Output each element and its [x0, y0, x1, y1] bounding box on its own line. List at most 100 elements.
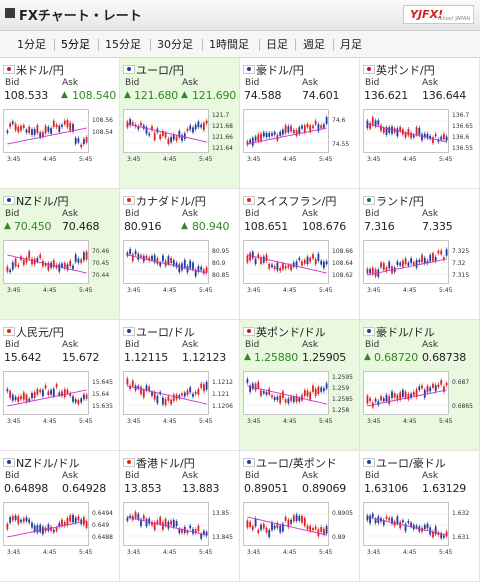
candle	[325, 526, 328, 534]
tab-5min[interactable]: 5分足	[61, 38, 90, 51]
candle	[200, 124, 203, 128]
currency-pair-link[interactable]: スイスフラン/円	[256, 195, 337, 208]
candle	[320, 260, 323, 265]
currency-pair-link[interactable]: NZドル/ドル	[16, 457, 80, 470]
tab-30min[interactable]: 30分足	[157, 38, 193, 51]
rate-card[interactable]: スイスフラン/円 Bid Ask 108.651 108.676 108.66 108.64…	[240, 189, 360, 320]
currency-pair-link[interactable]: カナダドル/円	[136, 195, 206, 208]
mini-chart[interactable]: 13.85 13.845 3:45 4:45 5:45	[123, 502, 235, 576]
candle	[440, 533, 443, 539]
candle	[6, 266, 9, 272]
candle	[437, 250, 440, 254]
tab-1min[interactable]: 1分足	[17, 38, 46, 51]
candle	[47, 263, 50, 271]
candle	[156, 395, 159, 404]
mini-chart[interactable]: 80.95 80.9 80.85 3:45 4:45 5:45	[123, 240, 235, 314]
tab-monthly[interactable]: 月足	[340, 38, 362, 51]
mini-chart[interactable]: 70.46 70.45 70.44 3:45 4:45 5:45	[3, 240, 115, 314]
candle	[421, 254, 423, 263]
rate-card[interactable]: 豪ドル/円 Bid Ask 74.588 74.601 74.6 74.55 3:45 4:45…	[240, 58, 360, 189]
bid-value: 74.588	[244, 89, 282, 102]
rate-card[interactable]: NZドル/円 Bid Ask 70.450 ▲ 70.468 70.46 70.45 70.44…	[0, 189, 120, 320]
mini-chart[interactable]: 1.2595 1.259 1.2585 1.258 3:45 4:45 5:45	[243, 371, 355, 445]
candle	[371, 267, 374, 274]
candle	[374, 398, 377, 402]
candlestick-chart	[243, 502, 329, 546]
mini-chart[interactable]: 1.1212 1.121 1.1206 3:45 4:45 5:45	[123, 371, 235, 445]
candle	[148, 518, 151, 524]
y-axis-tick-label: 108.66	[332, 248, 353, 255]
candlestick-chart	[363, 502, 449, 546]
currency-pair-link[interactable]: NZドル/円	[16, 195, 69, 208]
rate-card[interactable]: 英ポンド/ドル Bid Ask 1.25880 ▲ 1.25905 1.2595 1.259 1…	[240, 320, 360, 451]
candle	[205, 382, 208, 390]
mini-chart[interactable]: 108.66 108.64 108.62 3:45 4:45 5:45	[243, 240, 355, 314]
candle	[200, 266, 203, 271]
candle	[77, 400, 80, 405]
candle	[85, 251, 88, 260]
candle	[385, 127, 388, 135]
candle	[72, 396, 74, 402]
currency-pair-link[interactable]: 豪ドル/ドル	[376, 326, 435, 339]
mini-chart[interactable]: 0.6494 0.649 0.6488 3:45 4:45 5:45	[3, 502, 115, 576]
mini-chart[interactable]: 74.6 74.55 3:45 4:45 5:45	[243, 109, 355, 183]
currency-pair-link[interactable]: 米ドル/円	[16, 64, 64, 77]
rate-card[interactable]: 豪ドル/ドル Bid Ask 0.68720 ▲ 0.68738 0.687 0.6865 3:…	[360, 320, 480, 451]
currency-pair-link[interactable]: ランド/円	[376, 195, 424, 208]
y-axis-tick-label: 121.64	[212, 145, 233, 152]
candle	[36, 257, 39, 262]
mini-chart[interactable]: 108.56 108.54 3:45 4:45 5:45	[3, 109, 115, 183]
tab-daily[interactable]: 日足	[266, 38, 288, 51]
rate-card[interactable]: カナダドル/円 Bid Ask 80.916 80.940 ▲ 80.95 80.9 80.85…	[120, 189, 240, 320]
currency-pair-link[interactable]: 豪ドル/円	[256, 64, 304, 77]
tab-weekly[interactable]: 週足	[303, 38, 325, 51]
currency-pair-link[interactable]: ユーロ/英ポンド	[256, 457, 337, 470]
candle	[418, 386, 421, 390]
rate-card[interactable]: 香港ドル/円 Bid Ask 13.853 13.883 13.85 13.845 3:45 4…	[120, 451, 240, 582]
rate-card[interactable]: 英ポンド/円 Bid Ask 136.621 136.644 136.7 136.65 136…	[360, 58, 480, 189]
candle	[271, 395, 273, 398]
currency-pair-link[interactable]: ユーロ/ドル	[136, 326, 195, 339]
currency-pair-link[interactable]: ユーロ/円	[136, 64, 184, 77]
candle	[20, 396, 22, 400]
rate-card[interactable]: 米ドル/円 Bid Ask 108.533 108.540 ▲ 108.56 108.54 3:…	[0, 58, 120, 189]
mini-chart[interactable]: 136.7 136.65 136.6 136.55 3:45 4:45 5:45	[363, 109, 475, 183]
candle	[69, 515, 72, 522]
rate-card[interactable]: ユーロ/円 Bid Ask 121.680 ▲ 121.690 ▲ 121.7 121.68 12…	[120, 58, 240, 189]
currency-pair-link[interactable]: 英ポンド/円	[376, 64, 435, 77]
candle	[194, 529, 197, 534]
candle	[262, 256, 265, 263]
tab-15min[interactable]: 15分足	[105, 38, 141, 51]
rate-card[interactable]: ランド/円 Bid Ask 7.316 7.335 7.325 7.32 7.315 3:45 4…	[360, 189, 480, 320]
candle	[257, 254, 260, 258]
candle	[137, 126, 140, 130]
bid-value: 1.25880	[254, 351, 299, 364]
mini-chart[interactable]: 0.687 0.6865 3:45 4:45 5:45	[363, 371, 475, 445]
rate-card[interactable]: 人民元/円 Bid Ask 15.642 15.672 15.645 15.64 15.635…	[0, 320, 120, 451]
currency-pair-link[interactable]: 英ポンド/ドル	[256, 326, 326, 339]
moving-average-line	[127, 385, 207, 405]
candle	[42, 389, 44, 397]
candle	[39, 132, 42, 138]
ask-label: Ask	[182, 209, 199, 219]
tab-1hour[interactable]: 1時間足	[209, 38, 249, 51]
candle	[44, 263, 47, 266]
rate-card[interactable]: NZドル/ドル Bid Ask 0.64898 0.64928 0.6494 0.649 0.…	[0, 451, 120, 582]
ask-label: Ask	[302, 471, 319, 481]
rate-card[interactable]: ユーロ/ドル Bid Ask 1.12115 1.12123 1.1212 1.121 1.1…	[120, 320, 240, 451]
currency-pair-link[interactable]: 香港ドル/円	[136, 457, 195, 470]
currency-pair-link[interactable]: 人民元/円	[16, 326, 64, 339]
rate-card[interactable]: ユーロ/豪ドル Bid Ask 1.63106 1.63129 1.632 1.631 3:4…	[360, 451, 480, 582]
mini-chart[interactable]: 0.8905 0.89 3:45 4:45 5:45	[243, 502, 355, 576]
rate-card[interactable]: ユーロ/英ポンド Bid Ask 0.89051 0.89069 0.8905 0.89 3:…	[240, 451, 360, 582]
x-axis-tick-label: 3:45	[7, 287, 21, 294]
candle	[194, 269, 197, 277]
mini-chart[interactable]: 1.632 1.631 3:45 4:45 5:45	[363, 502, 475, 576]
mini-chart[interactable]: 15.645 15.64 15.635 3:45 4:45 5:45	[3, 371, 115, 445]
x-axis-tick-label: 5:45	[319, 549, 333, 556]
mini-chart[interactable]: 121.7 121.68 121.66 121.64 3:45 4:45 5:45	[123, 109, 235, 183]
currency-pair-link[interactable]: ユーロ/豪ドル	[376, 457, 446, 470]
mini-chart[interactable]: 7.325 7.32 7.315 3:45 4:45 5:45	[363, 240, 475, 314]
y-axis-tick-label: 1.258	[332, 407, 350, 414]
yjfx-logo[interactable]: YJFX! Yahoo! JAPAN	[403, 5, 474, 24]
